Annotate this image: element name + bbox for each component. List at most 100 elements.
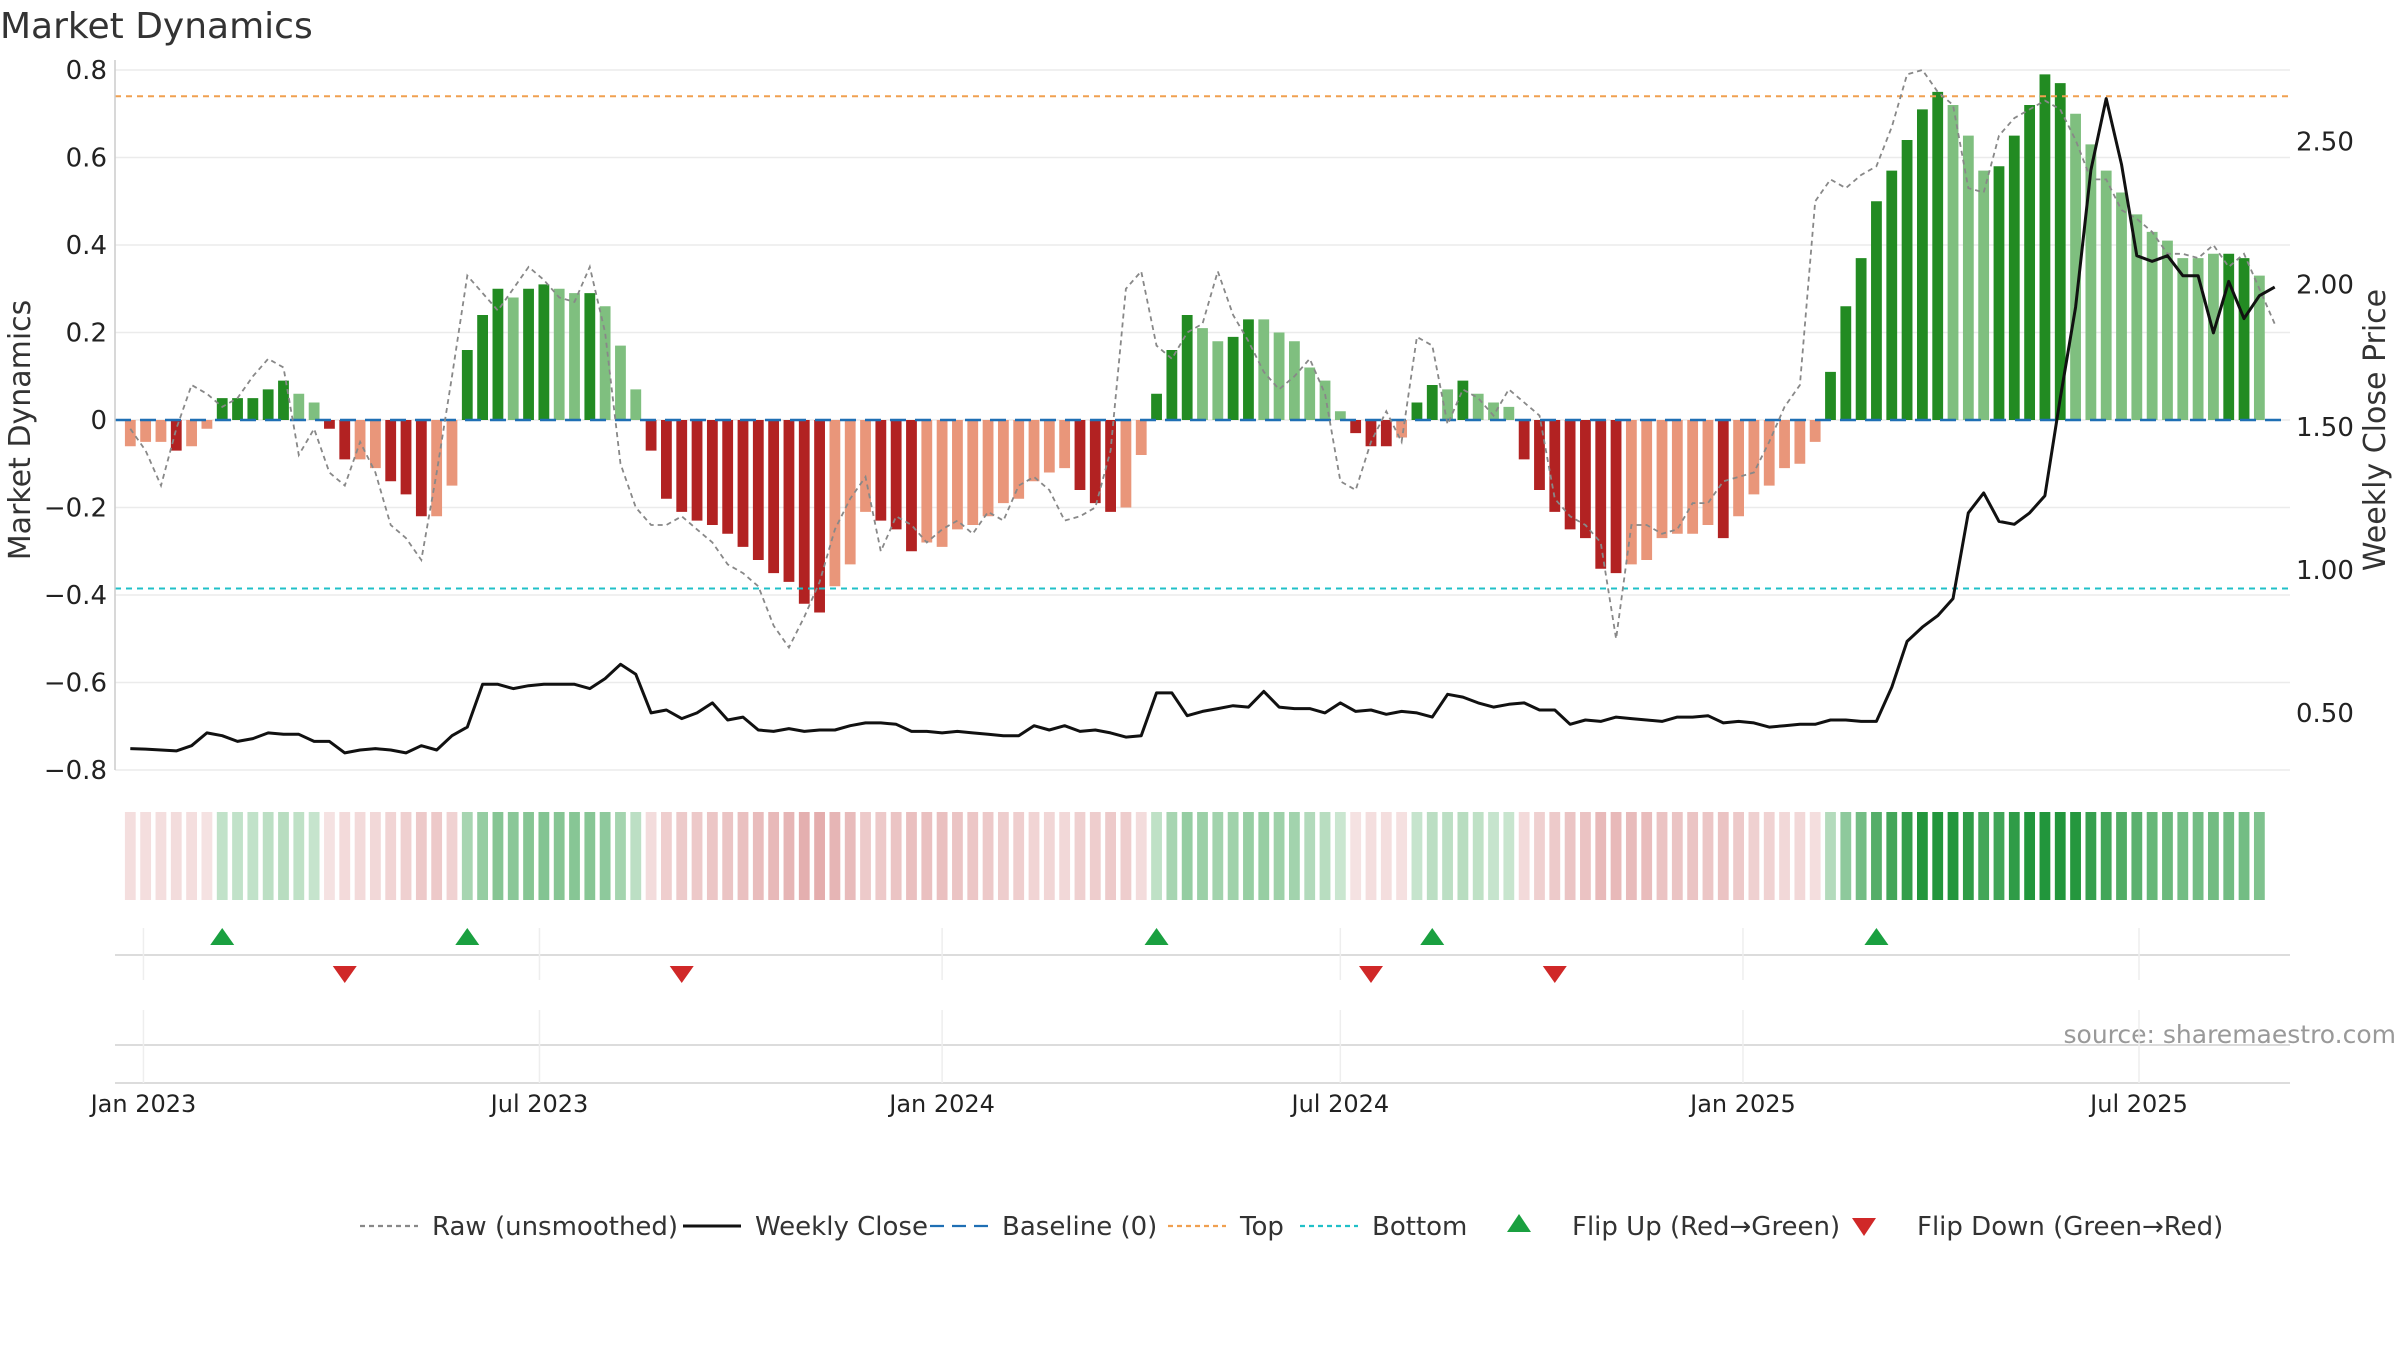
regime-cell [523,812,534,900]
regime-cell [1197,812,1208,900]
market-dynamics-bar [1580,420,1591,539]
regime-cell [339,812,351,900]
flip-up-marker [1144,928,1169,945]
market-dynamics-bar [1840,306,1852,420]
regime-cell [676,812,688,900]
y-tick-label: 0.2 [66,319,107,349]
regime-cell [997,812,1009,900]
market-dynamics-bar [324,420,335,429]
market-dynamics-bar [523,288,534,420]
regime-cell [1350,812,1362,900]
market-dynamics-bar [1855,258,1867,420]
regime-cell [768,812,780,900]
market-dynamics-bar [1105,420,1116,512]
market-dynamics-bar [1901,140,1913,420]
market-dynamics-bar [2131,214,2143,420]
market-dynamics-bar [1028,420,1040,482]
market-dynamics-bar [1871,201,1882,420]
regime-cell [507,812,519,900]
regime-cell [2177,812,2189,900]
regime-cell [477,812,489,900]
y2-tick-label: 1.00 [2296,556,2354,586]
x-axis: Jan 2023 Jul 2023 Jan 2024 Jul 2024 Jan 2025… [89,928,2188,1118]
regime-cell [2253,812,2265,900]
regime-cell [1365,812,1377,900]
regime-cell [431,812,443,900]
regime-cell [1289,812,1300,900]
market-dynamics-bar [308,402,320,420]
regime-cell [461,812,473,900]
market-dynamics-bar [2162,240,2173,420]
regime-cell [1549,812,1561,900]
regime-cell [691,812,703,900]
market-dynamics-bar [170,420,182,451]
regime-cell [1595,812,1607,900]
regime-cell [232,812,243,900]
regime-cell [216,812,228,900]
regime-cell [2100,812,2112,900]
x-tick-label: Jul 2023 [489,1090,589,1118]
regime-cell [2131,812,2143,900]
regime-cell [1641,812,1653,900]
market-dynamics-bar [615,345,626,420]
regime-cell [1702,812,1714,900]
regime-cell [1947,812,1959,900]
regime-cell [630,812,642,900]
market-dynamics-bar [584,293,596,420]
lines-layer [129,68,2276,755]
regime-cell [446,812,458,900]
market-dynamics-bar [1135,420,1147,455]
regime-cell [1825,812,1836,900]
regime-cell [936,812,948,900]
market-dynamics-bar [446,420,458,486]
market-dynamics-bar [967,420,979,525]
market-dynamics-bar [1197,328,1208,420]
market-dynamics-bar [1273,332,1285,420]
regime-cell [875,812,887,900]
regime-cell [1120,812,1132,900]
market-dynamics-bar [752,420,764,560]
regime-cell [293,812,305,900]
flip-up-marker [1864,928,1889,945]
y2-axis-label: Weekly Close Price [2358,289,2393,571]
market-dynamics-bar [553,288,565,420]
regime-cell [599,812,611,900]
weekly-close-line [130,97,2276,755]
market-dynamics-bar [921,420,933,543]
market-dynamics-bar [232,398,243,420]
regime-cell [2054,812,2066,900]
market-dynamics-bar [262,389,274,420]
regime-cell [615,812,626,900]
market-dynamics-bar [1717,420,1729,539]
market-dynamics-bar [814,420,825,613]
regime-cell [1135,812,1147,900]
regime-cell [1610,812,1622,900]
regime-cell [982,812,994,900]
market-dynamics-bar [1825,371,1836,420]
legend-label: Bottom [1372,1212,1467,1242]
market-dynamics-bar [1564,420,1576,530]
regime-cell [569,812,580,900]
market-dynamics-bar [431,420,443,517]
market-dynamics-bar [906,420,917,552]
regime-cell [1779,812,1790,900]
market-dynamics-bar [1457,380,1469,420]
x-tick-label: Jan 2025 [1688,1090,1796,1118]
market-dynamics-bar [645,420,657,451]
market-dynamics-bar [1304,367,1316,420]
y-tick-label: −0.4 [44,581,107,611]
legend-marker-flip-up [1507,1214,1531,1232]
market-dynamics-bar [1472,393,1484,420]
regime-cell [1304,812,1316,900]
market-dynamics-bar [783,420,795,582]
market-dynamics-bar [829,420,841,587]
flip-down-marker [669,966,694,983]
regime-cell [706,812,718,900]
market-dynamics-bar [2223,253,2235,420]
regime-cell [1243,812,1254,900]
market-dynamics-bar [293,393,305,420]
regime-cell [1886,812,1898,900]
regime-cell [798,812,810,900]
market-dynamics-bar [1350,420,1362,434]
